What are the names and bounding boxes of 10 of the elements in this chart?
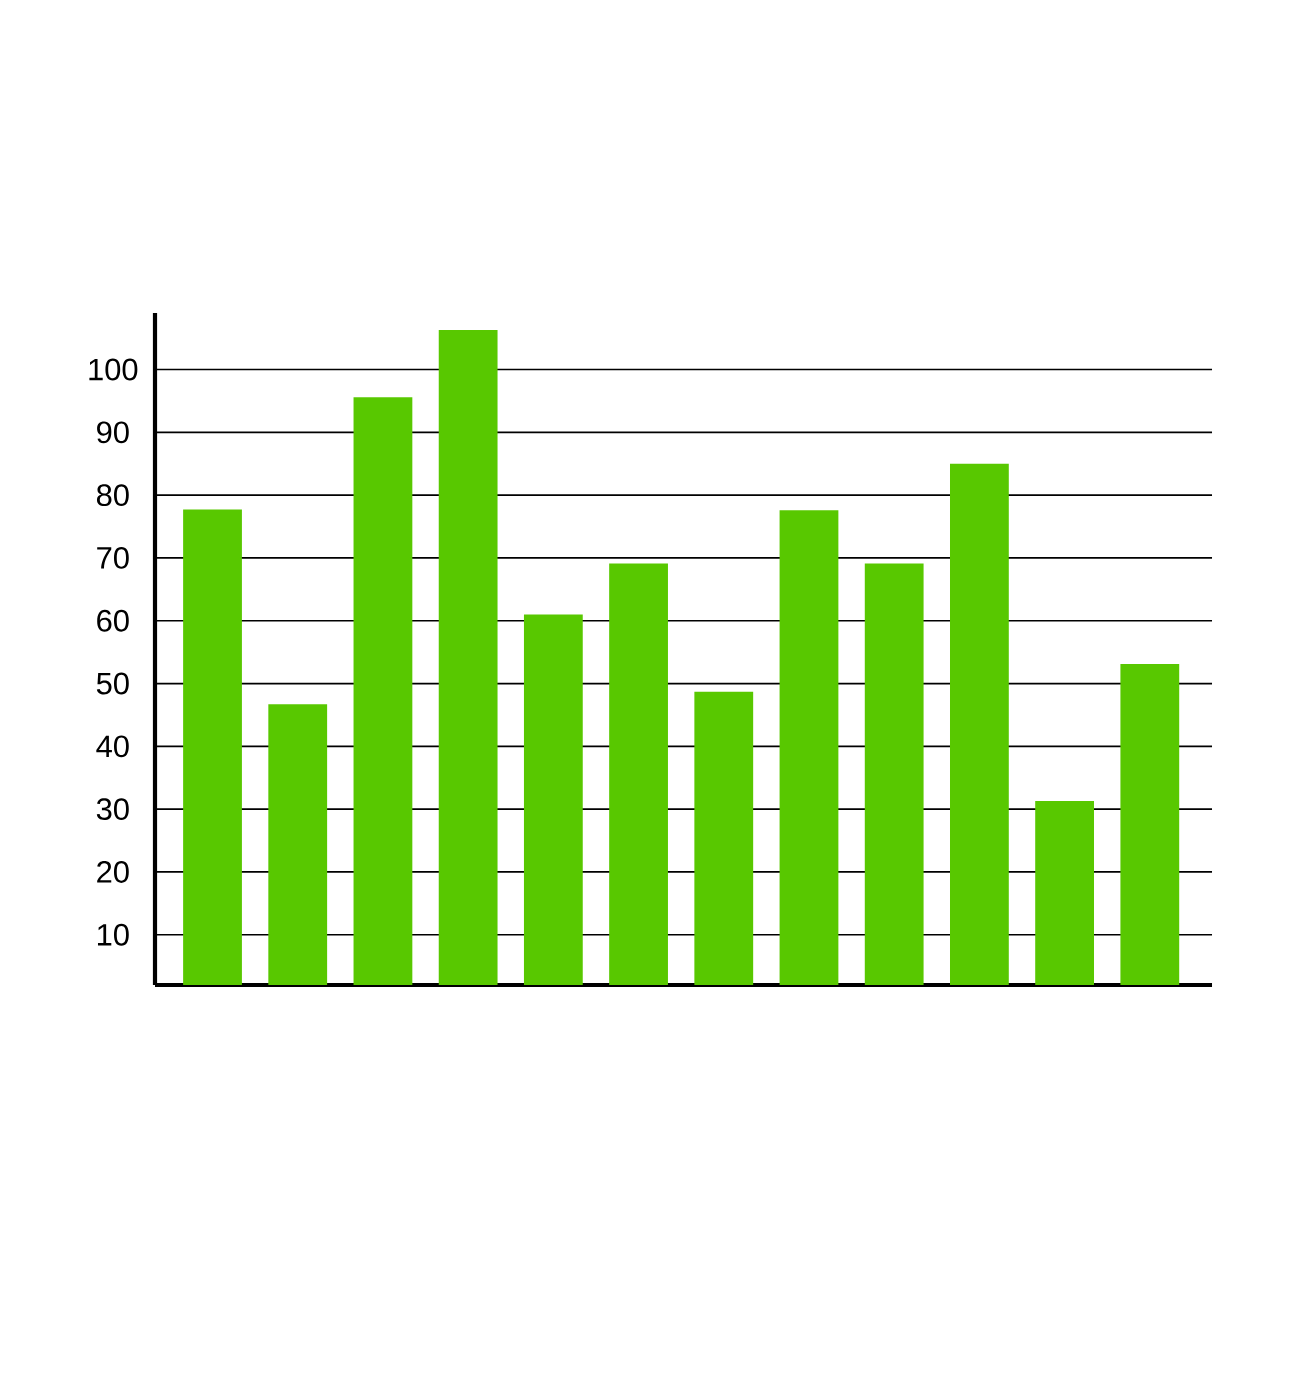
y-tick-label: 60 [97,609,129,632]
y-tick-label: 40 [96,735,129,758]
y-tick-label: 100 [89,358,138,381]
y-tick-label: 20 [97,861,129,883]
y-tick-label: 10 [97,923,129,946]
y-tick-label: 90 [97,421,129,444]
y-tick-label: 70 [97,546,129,569]
y-tick-label: 80 [96,484,129,507]
y-tick-label: 30 [96,798,129,821]
y-tick-label: 50 [96,672,129,695]
